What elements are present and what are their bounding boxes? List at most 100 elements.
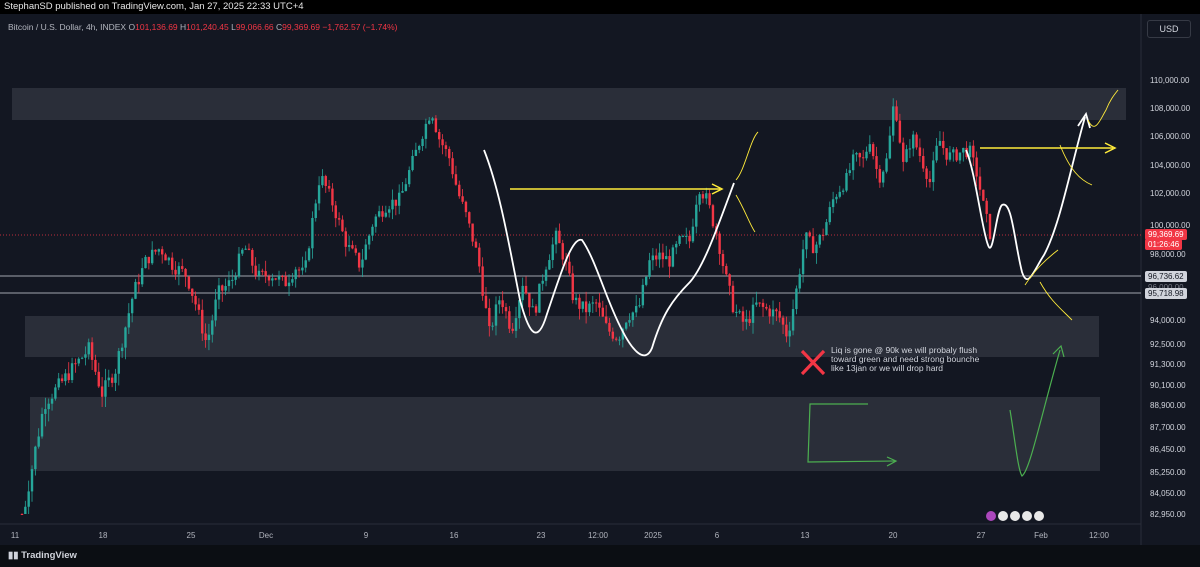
candle-body [364,244,368,260]
candle-body [474,241,478,248]
open-value: 101,136.69 [135,22,178,32]
candle-body [831,199,835,208]
close-label: C [276,22,283,32]
price-tick-label: 91,300.00 [1150,360,1186,369]
candle-body [518,300,521,319]
yellow-scenario-down-3 [1059,144,1093,186]
candle-body [524,285,528,294]
candle-body [317,185,321,204]
yellow-arrow-future-head [1104,142,1117,154]
candle-body [354,248,357,253]
candle-body [267,276,271,281]
white-projection-path-past[interactable] [483,149,735,357]
candle-body [948,152,952,160]
candle-body [885,158,888,172]
tradingview-logo[interactable]: ▮▮ TradingView [8,550,77,561]
symbol-title[interactable]: Bitcoin / U.S. Dollar, 4h, INDEX [8,22,127,32]
candle-body [367,235,371,245]
candle-body [561,243,564,260]
candle-body [548,260,551,270]
candle-body [748,319,751,323]
candle-body [211,320,214,335]
candle-body [431,118,434,121]
symbol-ohlc-legend: Bitcoin / U.S. Dollar, 4h, INDEX O101,13… [8,22,398,32]
candle-body [928,178,932,183]
candle-body [401,190,404,193]
candle-body [34,446,37,470]
candlestick-series [20,98,992,515]
candle-body [604,316,608,323]
candle-body [841,190,845,192]
candle-body [194,295,197,305]
candle-body [805,232,808,250]
candle-body [544,269,548,281]
candle-body [294,269,297,280]
candle-body [441,139,444,146]
candle-body [150,249,154,264]
candle-body [74,363,77,365]
candle-body [918,147,922,157]
candle-body [678,236,681,244]
candle-body [508,311,511,329]
candle-body [925,168,928,179]
candle-body [157,249,161,252]
candle-body [658,252,661,260]
green-target-bracket[interactable] [807,403,896,463]
white-projection-path-future[interactable] [965,116,1086,280]
low-label: L [231,22,236,32]
current-price-tag: 99,369.69 [1145,229,1187,240]
candle-body [608,322,611,332]
economic-events-icons[interactable] [986,511,1044,521]
candle-body [321,176,324,186]
close-value: 99,369.69 [282,22,320,32]
candle-body [244,248,247,250]
candle-body [688,235,691,242]
price-axis[interactable]: 110,000.00 108,000.00 106,000.00 104,000.00… [1150,76,1191,519]
level-tag-hidden: 96,000.00 [1145,282,1187,293]
currency-button[interactable]: USD [1147,20,1191,38]
candle-body [898,120,902,143]
price-chart[interactable]: 110,000.00 108,000.00 106,000.00 104,000.00… [0,0,1200,545]
candle-body [130,298,134,314]
candle-body [147,256,151,264]
candle-body [177,266,181,275]
candle-body [765,306,768,309]
green-bounce-path[interactable] [1009,349,1061,477]
candle-body [985,200,988,214]
candle-body [374,216,378,227]
candle-body [865,151,868,159]
yellow-scenario-up-1 [735,131,759,181]
candle-body [311,217,314,249]
candle-body [711,205,715,227]
candle-body [57,378,60,388]
candle-body [94,359,97,372]
time-axis[interactable]: 11 18 25 Dec 9 16 23 12:00 2025 6 13 20 27 Feb 12:00 [11,531,1110,540]
candle-body [778,311,781,318]
candle-body [915,134,918,148]
candle-body [811,236,815,254]
candle-body [795,288,798,310]
candle-body [197,304,201,310]
candle-body [908,148,912,150]
candle-body [214,299,217,321]
candle-body [791,309,795,331]
candle-body [37,436,40,447]
candle-body [972,145,975,158]
time-tick-label: 12:00 [1089,531,1110,540]
candle-body [231,279,234,281]
candle-body [942,140,945,149]
candle-body [801,249,805,275]
candle-body [271,278,274,281]
candle-body [44,409,47,414]
candle-body [681,235,685,237]
candle-body [277,275,281,280]
price-tick-label: 98,000.00 [1150,250,1186,259]
candle-body [384,212,388,217]
candle-body [110,377,114,383]
analysis-annotation[interactable]: Liq is gone @ 90k we will probaly flush … [831,345,980,373]
candle-body [191,288,194,296]
candle-body [424,123,428,139]
candle-body [371,226,374,236]
candle-body [488,307,491,327]
candle-body [274,278,277,280]
